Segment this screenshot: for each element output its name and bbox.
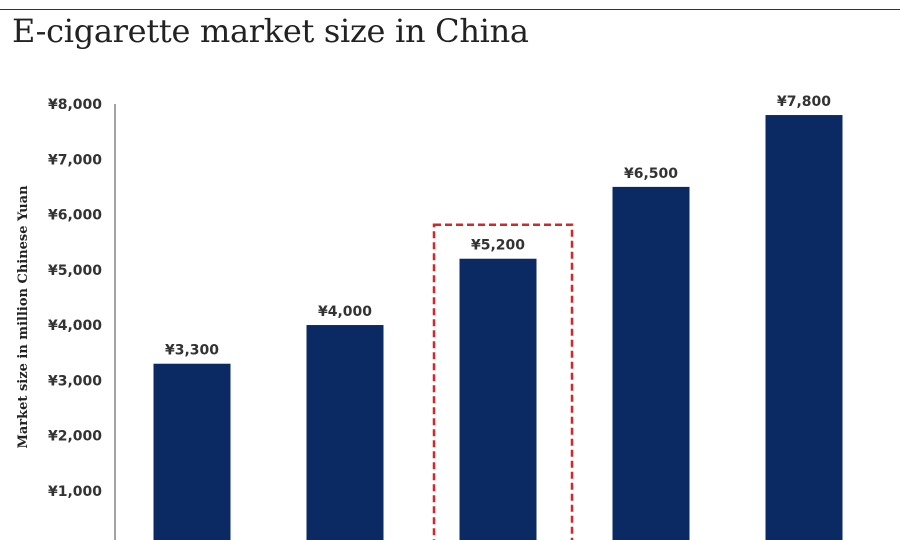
bar xyxy=(306,325,384,540)
y-tick-label: ¥6,000 xyxy=(48,208,102,224)
data-label: ¥5,200 xyxy=(471,238,525,254)
y-tick-label: ¥5,000 xyxy=(48,263,102,279)
data-labels: ¥3,300 ¥4,000 ¥5,200 ¥6,500 ¥7,800 xyxy=(165,94,831,359)
bar xyxy=(459,258,537,540)
y-axis-title: Market size in million Chinese Yuan xyxy=(16,185,31,449)
data-label: ¥7,800 xyxy=(777,94,831,110)
bar xyxy=(153,363,231,540)
y-tick-label: ¥4,000 xyxy=(48,318,102,334)
bar xyxy=(765,115,843,540)
bar xyxy=(612,186,690,540)
y-tick-label: ¥2,000 xyxy=(48,429,102,445)
data-label: ¥3,300 xyxy=(165,343,219,359)
y-tick-label: ¥8,000 xyxy=(48,97,102,113)
y-tick-label: ¥7,000 xyxy=(48,152,102,168)
highlight-box xyxy=(432,223,574,540)
data-label: ¥6,500 xyxy=(624,166,678,182)
y-tick-labels: ¥1,000 ¥2,000 ¥3,000 ¥4,000 ¥5,000 ¥6,000 ¥7,0… xyxy=(48,97,102,500)
data-label: ¥4,000 xyxy=(318,304,372,320)
bars xyxy=(153,115,843,540)
top-rule xyxy=(0,9,900,10)
chart-title: E-cigarette market size in China xyxy=(12,12,529,50)
y-tick-label: ¥3,000 xyxy=(48,373,102,389)
y-tick-label: ¥1,000 xyxy=(48,484,102,500)
